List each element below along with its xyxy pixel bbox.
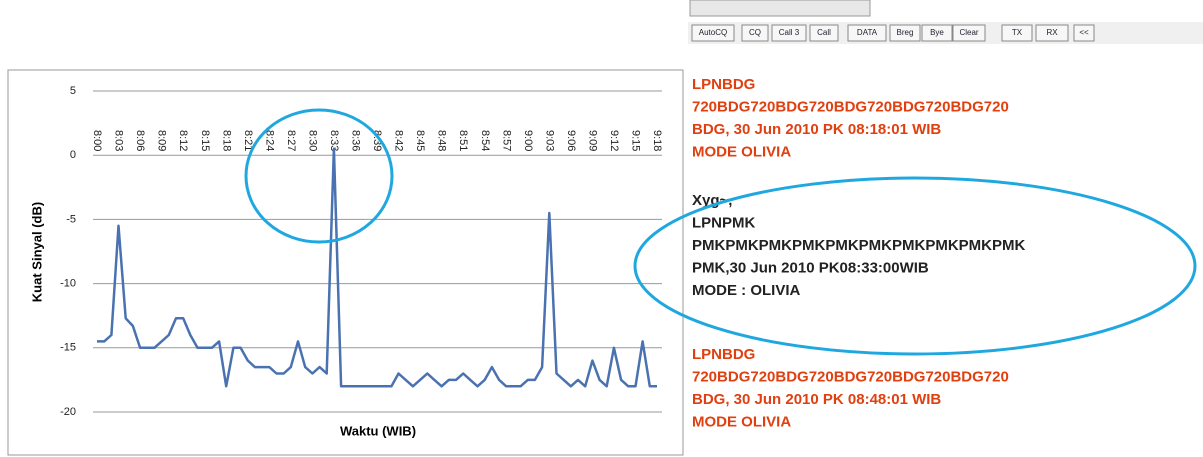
x-tick-label: 8:39 [371,130,383,151]
message-line: BDG, 30 Jun 2010 PK 08:18:01 WIB [692,121,941,138]
message-line: Xyg~, [692,192,732,209]
message-line: LPNBDG [692,346,755,363]
x-tick-label: 9:12 [608,130,620,151]
toolbar-button[interactable] [741,24,769,42]
message-line: LPNPMK [692,214,756,231]
button-label: CQ [749,28,761,37]
toolbar-button[interactable] [889,24,921,42]
message-line: MODE : OLIVIA [692,282,801,299]
toolbar-top [689,0,871,17]
message-line: MODE OLIVIA [692,413,791,430]
x-tick-label: 8:15 [199,130,211,151]
x-tick-label: 8:00 [91,130,103,151]
x-tick-label: 9:03 [543,130,555,151]
data-line [97,147,657,388]
x-tick-label: 8:03 [113,130,125,151]
x-tick-label: 8:06 [134,130,146,151]
button-label: Breg [897,28,914,37]
x-tick-label: 8:30 [306,130,318,151]
x-tick-label: 9:15 [630,130,642,151]
toolbar-button[interactable] [691,24,735,42]
toolbar-button[interactable] [1001,24,1033,42]
message-line: PMK,30 Jun 2010 PK08:33:00WIB [692,259,929,276]
toolbar-button[interactable] [1073,24,1095,42]
y-tick-label: -10 [60,278,76,290]
x-tick-label: 8:33 [328,130,340,151]
toolbar-button[interactable] [1035,24,1069,42]
y-tick-label: -5 [66,213,76,225]
message-line: 720BDG720BDG720BDG720BDG720BDG720 [692,368,1009,385]
message-panel: AutoCQ CQ Call 3 Call DATA Breg Bye Clear TX RX <<… [691,24,1095,430]
x-tick-label: 8:09 [156,130,168,151]
x-tick-label: 8:48 [436,130,448,151]
x-tick-label: 9:18 [651,130,663,151]
button-label: Call [817,28,831,37]
button-label: Bye [930,28,944,37]
toolbar-button[interactable] [952,24,986,42]
x-tick-label: 8:21 [242,130,254,151]
message-line: 720BDG720BDG720BDG720BDG720BDG720 [692,98,1009,115]
y-tick-label: 0 [70,149,76,161]
toolbar-button[interactable] [771,24,807,42]
button-label: DATA [857,28,878,37]
message-line: LPNBDG [692,76,755,93]
x-tick-label: 9:06 [565,130,577,151]
x-tick-label: 8:27 [285,130,297,151]
y-tick-label: 5 [70,85,76,97]
button-label: AutoCQ [699,28,727,37]
highlight-circle [244,108,394,244]
message-line: MODE OLIVIA [692,143,791,160]
x-tick-label: 8:36 [350,130,362,151]
x-tick-label: 9:00 [522,130,534,151]
button-label: TX [1012,28,1023,37]
x-tick-label: 8:54 [479,130,491,151]
toolbar-button[interactable] [809,24,839,42]
highlight-ellipse [633,176,1197,356]
button-label: Clear [959,28,978,37]
chart: -20 -15 -10 -5 0 5 8:00 8:03 8:06 8:09 8:12 8:15 8:1… [60,85,663,418]
message-line: PMKPMKPMKPMKPMKPMKPMKPMKPMKPMK [692,237,1025,254]
x-tick-label: 8:18 [220,130,232,151]
y-axis-label: Kuat Sinyal (dB) [29,202,44,302]
x-tick-label: 8:51 [457,130,469,151]
chart-frame [7,69,684,456]
y-tick-label: -20 [60,406,76,418]
y-tick-label: -15 [60,342,76,354]
x-tick-label: 8:57 [500,130,512,151]
button-label: << [1079,28,1089,37]
button-label: RX [1046,28,1058,37]
x-tick-label: 8:24 [263,130,275,151]
toolbar-button[interactable] [921,24,953,42]
message-line: BDG, 30 Jun 2010 PK 08:48:01 WIB [692,391,941,408]
toolbar-button[interactable] [847,24,887,42]
x-tick-label: 8:42 [393,130,405,151]
button-label: Call 3 [779,28,800,37]
x-tick-label: 8:45 [414,130,426,151]
x-axis-label: Waktu (WIB) [340,423,416,438]
x-tick-label: 9:09 [586,130,598,151]
x-tick-label: 8:12 [177,130,189,151]
